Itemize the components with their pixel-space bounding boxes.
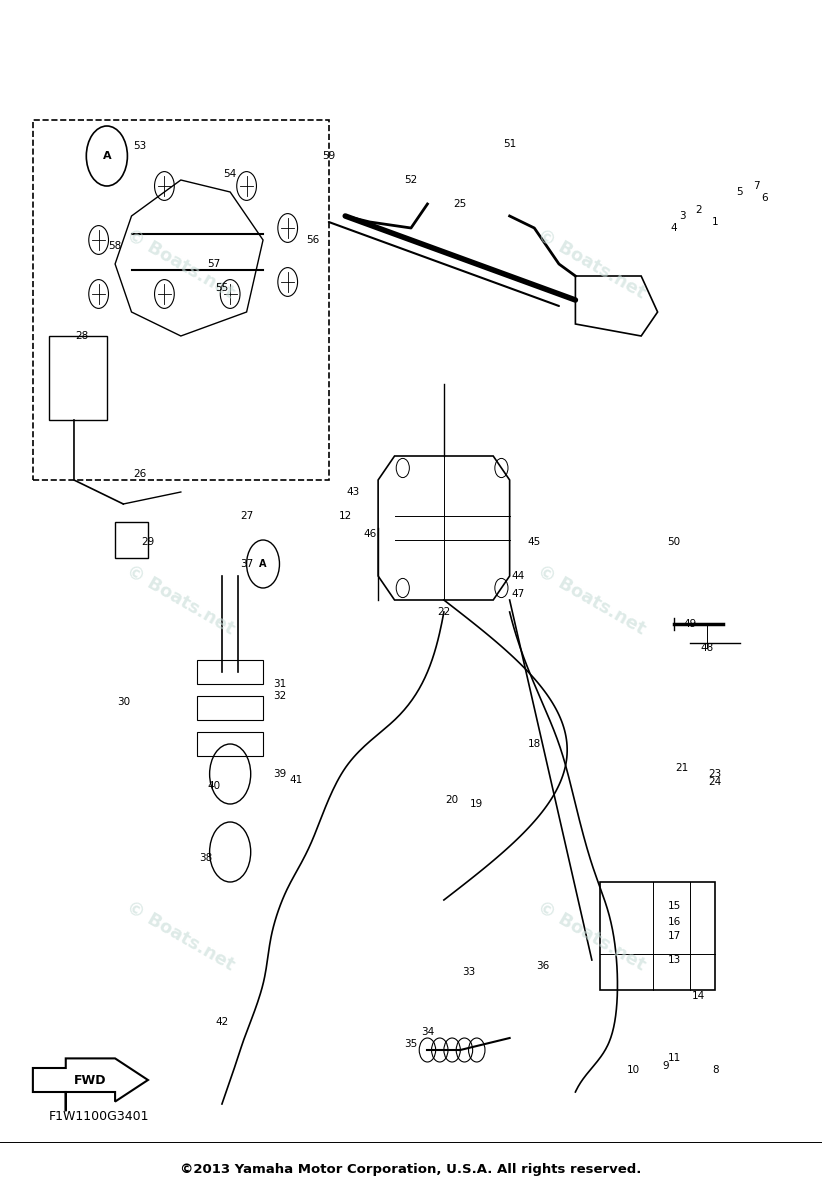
Text: 10: 10 xyxy=(626,1066,640,1075)
Text: 8: 8 xyxy=(712,1066,718,1075)
Text: 58: 58 xyxy=(109,241,122,251)
Text: 34: 34 xyxy=(421,1027,434,1037)
Text: 18: 18 xyxy=(528,739,541,749)
Bar xyxy=(600,882,715,990)
Text: 21: 21 xyxy=(676,763,689,773)
Text: 54: 54 xyxy=(224,169,237,179)
Text: 25: 25 xyxy=(454,199,467,209)
Text: 37: 37 xyxy=(240,559,253,569)
Text: 30: 30 xyxy=(117,697,130,707)
Text: 45: 45 xyxy=(528,538,541,547)
Text: 13: 13 xyxy=(667,955,681,965)
Text: 57: 57 xyxy=(207,259,220,269)
Text: 16: 16 xyxy=(667,917,681,926)
Text: 6: 6 xyxy=(761,193,768,203)
Text: 35: 35 xyxy=(404,1039,418,1049)
Text: 48: 48 xyxy=(700,643,713,653)
Text: 51: 51 xyxy=(503,139,516,149)
Text: 32: 32 xyxy=(273,691,286,701)
Text: 24: 24 xyxy=(709,778,722,787)
Text: 55: 55 xyxy=(215,283,229,293)
Bar xyxy=(197,696,263,720)
Text: FWD: FWD xyxy=(74,1074,107,1086)
Bar xyxy=(197,732,263,756)
Text: 4: 4 xyxy=(671,223,677,233)
Text: © Boats.net: © Boats.net xyxy=(534,562,649,638)
Text: F1W1100G3401: F1W1100G3401 xyxy=(48,1110,149,1122)
Text: 1: 1 xyxy=(712,217,718,227)
Text: © Boats.net: © Boats.net xyxy=(123,562,238,638)
Text: 41: 41 xyxy=(289,775,302,785)
Text: A: A xyxy=(103,151,111,161)
Text: 42: 42 xyxy=(215,1018,229,1027)
Text: 52: 52 xyxy=(404,175,418,185)
Text: 7: 7 xyxy=(753,181,760,191)
Text: A: A xyxy=(259,559,267,569)
Text: 22: 22 xyxy=(437,607,450,617)
Text: 3: 3 xyxy=(679,211,686,221)
Text: 50: 50 xyxy=(667,538,681,547)
Bar xyxy=(197,660,263,684)
Text: 23: 23 xyxy=(709,769,722,779)
Text: 38: 38 xyxy=(199,853,212,863)
Text: © Boats.net: © Boats.net xyxy=(123,226,238,302)
Text: 2: 2 xyxy=(695,205,702,215)
Text: 15: 15 xyxy=(667,901,681,911)
Text: 17: 17 xyxy=(667,931,681,941)
Text: 11: 11 xyxy=(667,1054,681,1063)
Text: 14: 14 xyxy=(692,991,705,1001)
Text: 39: 39 xyxy=(273,769,286,779)
Text: 33: 33 xyxy=(462,967,475,977)
Text: 29: 29 xyxy=(141,538,155,547)
Text: 28: 28 xyxy=(76,331,89,341)
Text: ©2013 Yamaha Motor Corporation, U.S.A. All rights reserved.: ©2013 Yamaha Motor Corporation, U.S.A. A… xyxy=(180,1164,642,1176)
Text: 19: 19 xyxy=(470,799,483,809)
Text: © Boats.net: © Boats.net xyxy=(534,226,649,302)
Text: 36: 36 xyxy=(536,961,549,971)
Text: 47: 47 xyxy=(511,589,524,599)
Text: 27: 27 xyxy=(240,511,253,521)
Text: 26: 26 xyxy=(133,469,146,479)
Text: © Boats.net: © Boats.net xyxy=(534,898,649,974)
Text: 12: 12 xyxy=(339,511,352,521)
Text: 5: 5 xyxy=(737,187,743,197)
Text: 53: 53 xyxy=(133,142,146,151)
Text: 59: 59 xyxy=(322,151,335,161)
Text: 56: 56 xyxy=(306,235,319,245)
Text: 43: 43 xyxy=(347,487,360,497)
Text: 46: 46 xyxy=(363,529,376,539)
Text: 9: 9 xyxy=(663,1061,669,1070)
Text: 49: 49 xyxy=(684,619,697,629)
Text: 31: 31 xyxy=(273,679,286,689)
Bar xyxy=(115,522,148,558)
Text: 20: 20 xyxy=(446,796,459,805)
Text: © Boats.net: © Boats.net xyxy=(123,898,238,974)
Text: 40: 40 xyxy=(207,781,220,791)
Text: 44: 44 xyxy=(511,571,524,581)
